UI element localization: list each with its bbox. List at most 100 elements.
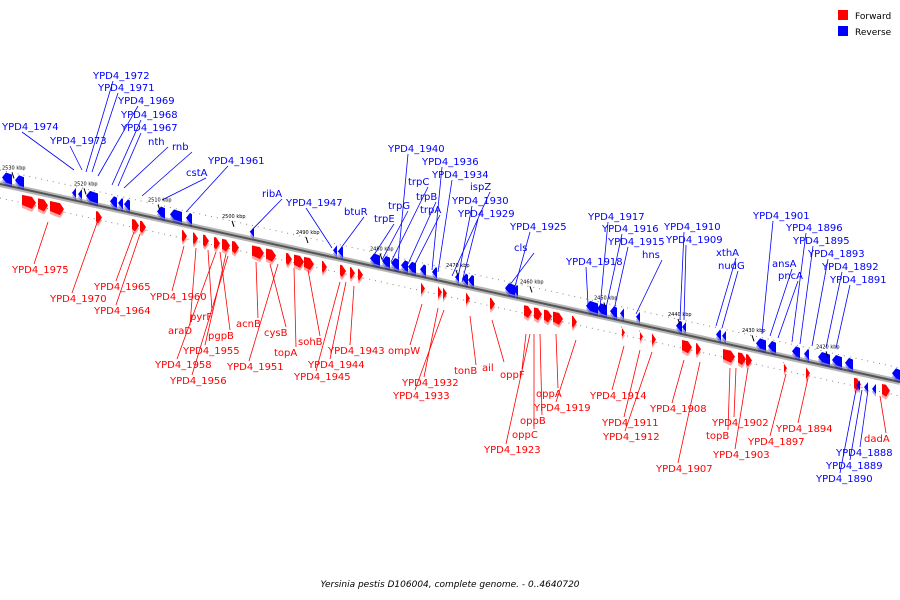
gene-label-arad: araD [168,326,192,337]
legend-reverse-swatch [838,26,848,36]
gene-feature [768,340,776,353]
gene-label-ypd4-1897: YPD4_1897 [747,437,805,448]
gene-feature-shadow [806,370,810,383]
gene-feature [222,238,230,252]
gene-feature [746,354,752,367]
gene-feature [438,286,442,299]
gene-label-trpe: trpE [374,214,395,225]
gene-feature-shadow [597,306,607,319]
gene-feature-shadow [882,387,890,400]
gene-label-ypd4-1895: YPD4_1895 [792,236,850,247]
label-line [769,268,793,337]
gene-feature-shadow [432,270,437,282]
gene-feature-shadow [250,230,254,241]
gene-label-pyrf: pyrF [190,312,212,323]
gene-label-ypd4-1909: YPD4_1909 [665,235,723,246]
gene-label-ypd4-1967: YPD4_1967 [120,123,178,134]
gene-feature [86,190,98,204]
gene-label-ypd4-1901: YPD4_1901 [752,211,810,222]
gene-feature-shadow [124,202,130,214]
gene-feature-shadow [892,371,900,383]
gene-feature-shadow [186,215,192,228]
gene-features [2,172,900,400]
legend-reverse-label: Reverse [855,28,892,38]
gene-label-oppf: oppF [500,370,525,381]
label-line [624,351,653,432]
gene-feature-shadow [783,365,787,378]
gene-feature [792,346,800,358]
gene-feature-shadow [2,175,12,188]
label-line [91,92,119,173]
gene-label-ypd4-1970: YPD4_1970 [49,294,107,305]
gene-feature [203,234,209,247]
label-line [315,281,341,372]
scale-tick-mark [157,204,161,211]
label-line [849,389,863,461]
label-line [733,367,737,418]
label-line [305,207,333,249]
gene-feature-shadow [72,190,76,202]
gene-feature-shadow [382,259,390,271]
gene-feature [443,287,447,300]
gene-feature-shadow [96,214,102,227]
gene-feature-shadow [420,267,426,279]
label-line [451,191,491,277]
gene-label-ypd4-1972: YPD4_1972 [92,71,150,82]
label-line [423,307,439,378]
gene-label-ypd4-1943: YPD4_1943 [327,346,385,357]
scale-tick-label: 2430 kbp [742,328,766,334]
label-line [797,377,809,424]
gene-feature-shadow [716,332,721,344]
gene-feature [783,362,787,375]
gene-feature [682,322,686,333]
gene-feature-shadow [157,209,165,222]
gene-feature [382,256,390,268]
scale-tick-mark [751,335,755,342]
scale-tick-label: 2510 kbp [148,198,172,204]
gene-feature-shadow [286,255,292,269]
gene-feature-shadow [266,251,276,265]
gene-feature [50,201,64,216]
gene-feature [15,175,24,188]
gene-feature-shadow [391,261,399,273]
gene-feature [586,300,598,314]
gene-feature [864,382,868,393]
gene-label-trpa: trpA [420,205,441,216]
gene-feature [534,307,542,321]
label-line [21,131,75,171]
gene-feature-shadow [738,355,746,369]
gene-label-ypd4-1969: YPD4_1969 [117,96,175,107]
scale-tick-mark [825,351,829,358]
gene-feature-shadow [222,241,230,255]
gene-feature [286,252,292,266]
gene-label-ypd4-1936: YPD4_1936 [421,157,479,168]
scale-tick-mark [83,188,87,195]
gene-label-ypd4-1940: YPD4_1940 [387,144,445,155]
label-line [513,231,531,291]
gene-label-ypd4-1916: YPD4_1916 [601,224,659,235]
gene-feature-shadow [182,233,187,246]
scale-tick-mark [529,286,533,293]
label-line [539,333,543,416]
gene-feature-shadow [322,263,327,276]
gene-feature-shadow [524,308,532,322]
label-line [677,361,701,464]
gene-feature-shadow [421,285,425,298]
gene-feature [505,283,515,296]
gene-feature-shadow [652,336,656,349]
genome-caption: Yersinia pestis D106004, complete genome… [320,580,579,590]
gene-label-acnb: acnB [236,319,261,330]
gene-feature [620,308,624,320]
gene-feature [882,384,890,397]
gene-feature-shadow [832,358,842,371]
gene-feature-shadow [22,197,36,212]
gene-label-ypd4-1975: YPD4_1975 [11,265,69,276]
gene-feature [193,232,198,245]
gene-feature-shadow [586,303,598,317]
label-line [605,233,623,309]
gene-feature [756,338,766,351]
gene-label-ypd4-1960: YPD4_1960 [149,292,207,303]
gene-feature-shadow [620,311,624,323]
gene-feature [490,297,495,310]
